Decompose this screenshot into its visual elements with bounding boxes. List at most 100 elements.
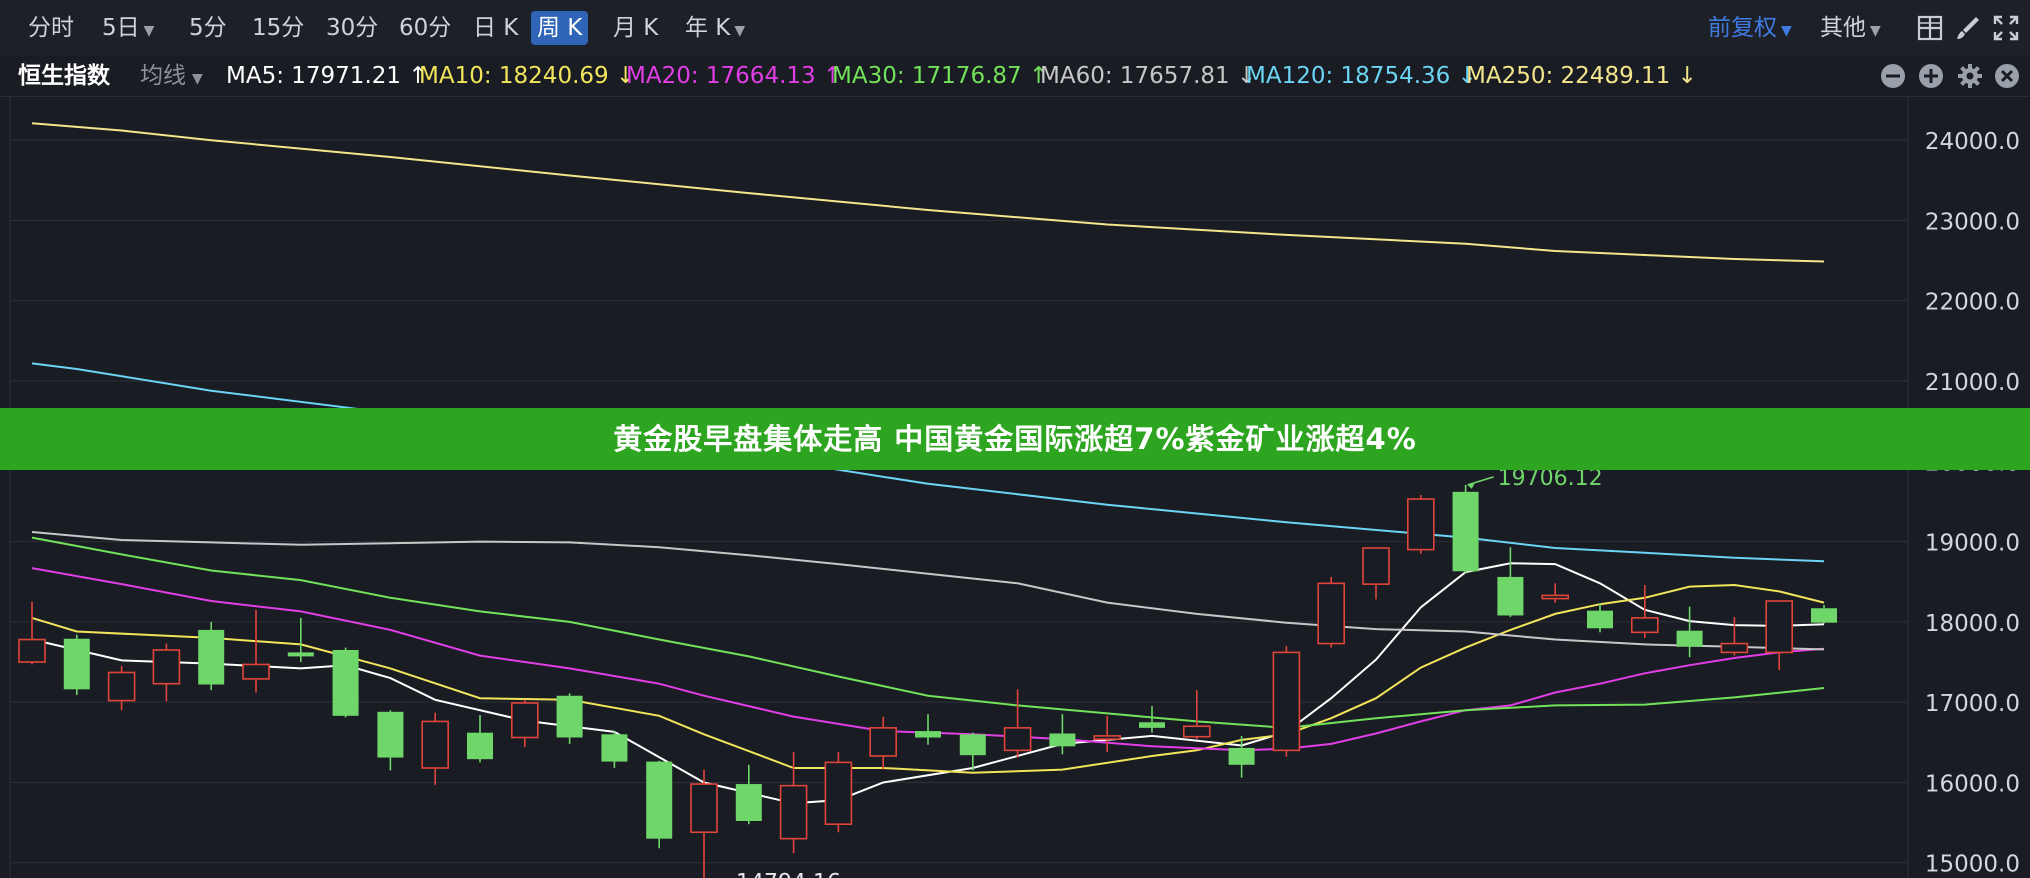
candle-body-down: [1049, 733, 1076, 747]
candle-body-down: [959, 734, 986, 756]
ma60-value: MA60: 17657.81 ↓: [1040, 63, 1257, 89]
y-tick-label: 24000.0: [1925, 129, 2020, 155]
candle-body-up: [1631, 617, 1659, 634]
annotation-label: 14794.16: [736, 870, 841, 878]
ma10-value: MA10: 18240.69 ↓: [419, 63, 636, 89]
other-dropdown[interactable]: 其他 ▼: [1814, 11, 1887, 45]
period-tab-15min[interactable]: 15分: [252, 15, 305, 41]
period-tab-30min[interactable]: 30分: [326, 15, 379, 41]
candle-body-up: [1183, 725, 1211, 738]
candle-body-down: [601, 734, 628, 762]
zoom-in-icon[interactable]: [1918, 63, 1944, 89]
candle-body-down: [467, 732, 493, 760]
chevron-down-icon: ▼: [734, 23, 746, 39]
chevron-down-icon: ▼: [1870, 23, 1881, 39]
ma60-line: [31, 531, 1825, 651]
period-tab-5day-label: 5日: [102, 15, 140, 41]
candle-body-down: [1676, 630, 1703, 647]
news-banner[interactable]: 黄金股早盘集体走高 中国黄金国际涨超7%紫金矿业涨超4%: [0, 408, 2030, 470]
candle-body-up: [421, 720, 450, 769]
settings-gear-icon[interactable]: [1957, 63, 1983, 89]
y-tick-label: 15000.0: [1925, 852, 2020, 878]
period-tab-year-k-label: 年 K: [685, 15, 731, 41]
candle-body-up: [1765, 600, 1793, 654]
brush-icon[interactable]: [1954, 14, 1982, 42]
candle-body-down: [1452, 491, 1479, 572]
candle-body-down: [287, 652, 314, 657]
annotation-arrowhead: [1467, 483, 1475, 489]
candle-body-up: [1317, 582, 1345, 645]
y-tick-label: 22000.0: [1925, 290, 2020, 316]
ma-selector-dropdown[interactable]: 均线 ▼: [140, 60, 203, 92]
ma120-line: [31, 362, 1825, 563]
chevron-down-icon: ▼: [1781, 23, 1792, 39]
ma30-line: [31, 536, 1825, 729]
candle-body-up: [152, 649, 181, 685]
ma30-value: MA30: 17176.87 ↑: [832, 63, 1049, 89]
candle-body-up: [1720, 642, 1749, 654]
candle-body-down: [198, 629, 225, 685]
y-tick-label: 21000.0: [1925, 370, 2020, 396]
candle-body-down: [377, 711, 404, 758]
index-name: 恒生指数: [18, 63, 110, 89]
candle-body-down: [915, 731, 941, 738]
period-toolbar: 分时 5日 ▼ 5分 15分 30分 60分 日 K 周 K 月 K 年 K ▼ 前…: [0, 0, 2030, 56]
candle-body-up: [1541, 594, 1569, 600]
ma20-line: [31, 567, 1825, 752]
ma120-value: MA120: 18754.36 ↓: [1246, 63, 1477, 89]
close-icon[interactable]: [1994, 63, 2020, 89]
candle-body-down: [1811, 608, 1837, 623]
candle-body-up: [1362, 547, 1390, 585]
ma-legend-bar: 恒生指数 均线 ▼ MA5: 17971.21 ↑ MA10: 18240.69 …: [0, 56, 2030, 97]
candle-body-down: [646, 761, 673, 839]
annotation-label: 19706.12: [1498, 466, 1603, 491]
candle-body-up: [1407, 498, 1435, 551]
candle-body-up: [18, 638, 46, 663]
period-tab-5min[interactable]: 5分: [189, 15, 227, 41]
y-tick-label: 23000.0: [1925, 209, 2020, 235]
candle-body-up: [1003, 727, 1032, 752]
period-tab-60min[interactable]: 60分: [399, 15, 452, 41]
candle-body-up: [824, 761, 853, 826]
chevron-down-icon: ▼: [143, 23, 155, 39]
ma250-value: MA250: 22489.11 ↓: [1466, 63, 1697, 89]
zoom-out-icon[interactable]: [1880, 63, 1906, 89]
y-tick-label: 16000.0: [1925, 771, 2020, 797]
period-tab-timeshare[interactable]: 分时: [28, 15, 74, 41]
chevron-down-icon: ▼: [192, 71, 203, 87]
adjust-dropdown[interactable]: 前复权 ▼: [1702, 11, 1798, 45]
annotation-arrow: [1467, 476, 1494, 486]
period-tab-year-k[interactable]: 年 K ▼: [679, 11, 751, 45]
period-tab-week-k[interactable]: 周 K: [531, 11, 589, 45]
ma-selector-label: 均线: [140, 63, 186, 89]
candle-body-up: [510, 702, 539, 739]
adjust-dropdown-label: 前复权: [1708, 15, 1777, 41]
candle-body-down: [556, 695, 583, 738]
candle-body-down: [1587, 610, 1613, 629]
candle-body-down: [1497, 576, 1524, 616]
candle-body-up: [779, 784, 808, 840]
y-tick-label: 19000.0: [1925, 531, 2020, 557]
period-tab-month-k[interactable]: 月 K: [613, 15, 659, 41]
candle-body-down: [735, 784, 762, 821]
other-dropdown-label: 其他: [1820, 15, 1866, 41]
candle-body-down: [1228, 747, 1255, 765]
grid-layout-icon[interactable]: [1916, 14, 1944, 42]
candle-body-up: [1272, 651, 1301, 752]
period-tab-5day[interactable]: 5日 ▼: [96, 11, 160, 45]
ma10-line: [31, 583, 1825, 774]
ma20-value: MA20: 17664.13 ↑: [626, 63, 843, 89]
period-tab-day-k[interactable]: 日 K: [473, 15, 519, 41]
y-tick-label: 18000.0: [1925, 611, 2020, 637]
ma5-value: MA5: 17971.21 ↑: [226, 63, 428, 89]
candle-body-up: [1093, 735, 1121, 740]
candle-body-up: [107, 671, 136, 702]
candle-body-up: [242, 663, 270, 680]
fullscreen-icon[interactable]: [1992, 14, 2020, 42]
candle-body-up: [869, 727, 898, 757]
candle-body-down: [63, 638, 90, 690]
y-tick-label: 17000.0: [1925, 691, 2020, 717]
weekly-k-chart[interactable]: 24000.023000.022000.021000.020000.019000…: [0, 96, 2030, 878]
ma250-line: [31, 122, 1825, 263]
candle-body-down: [332, 649, 359, 716]
